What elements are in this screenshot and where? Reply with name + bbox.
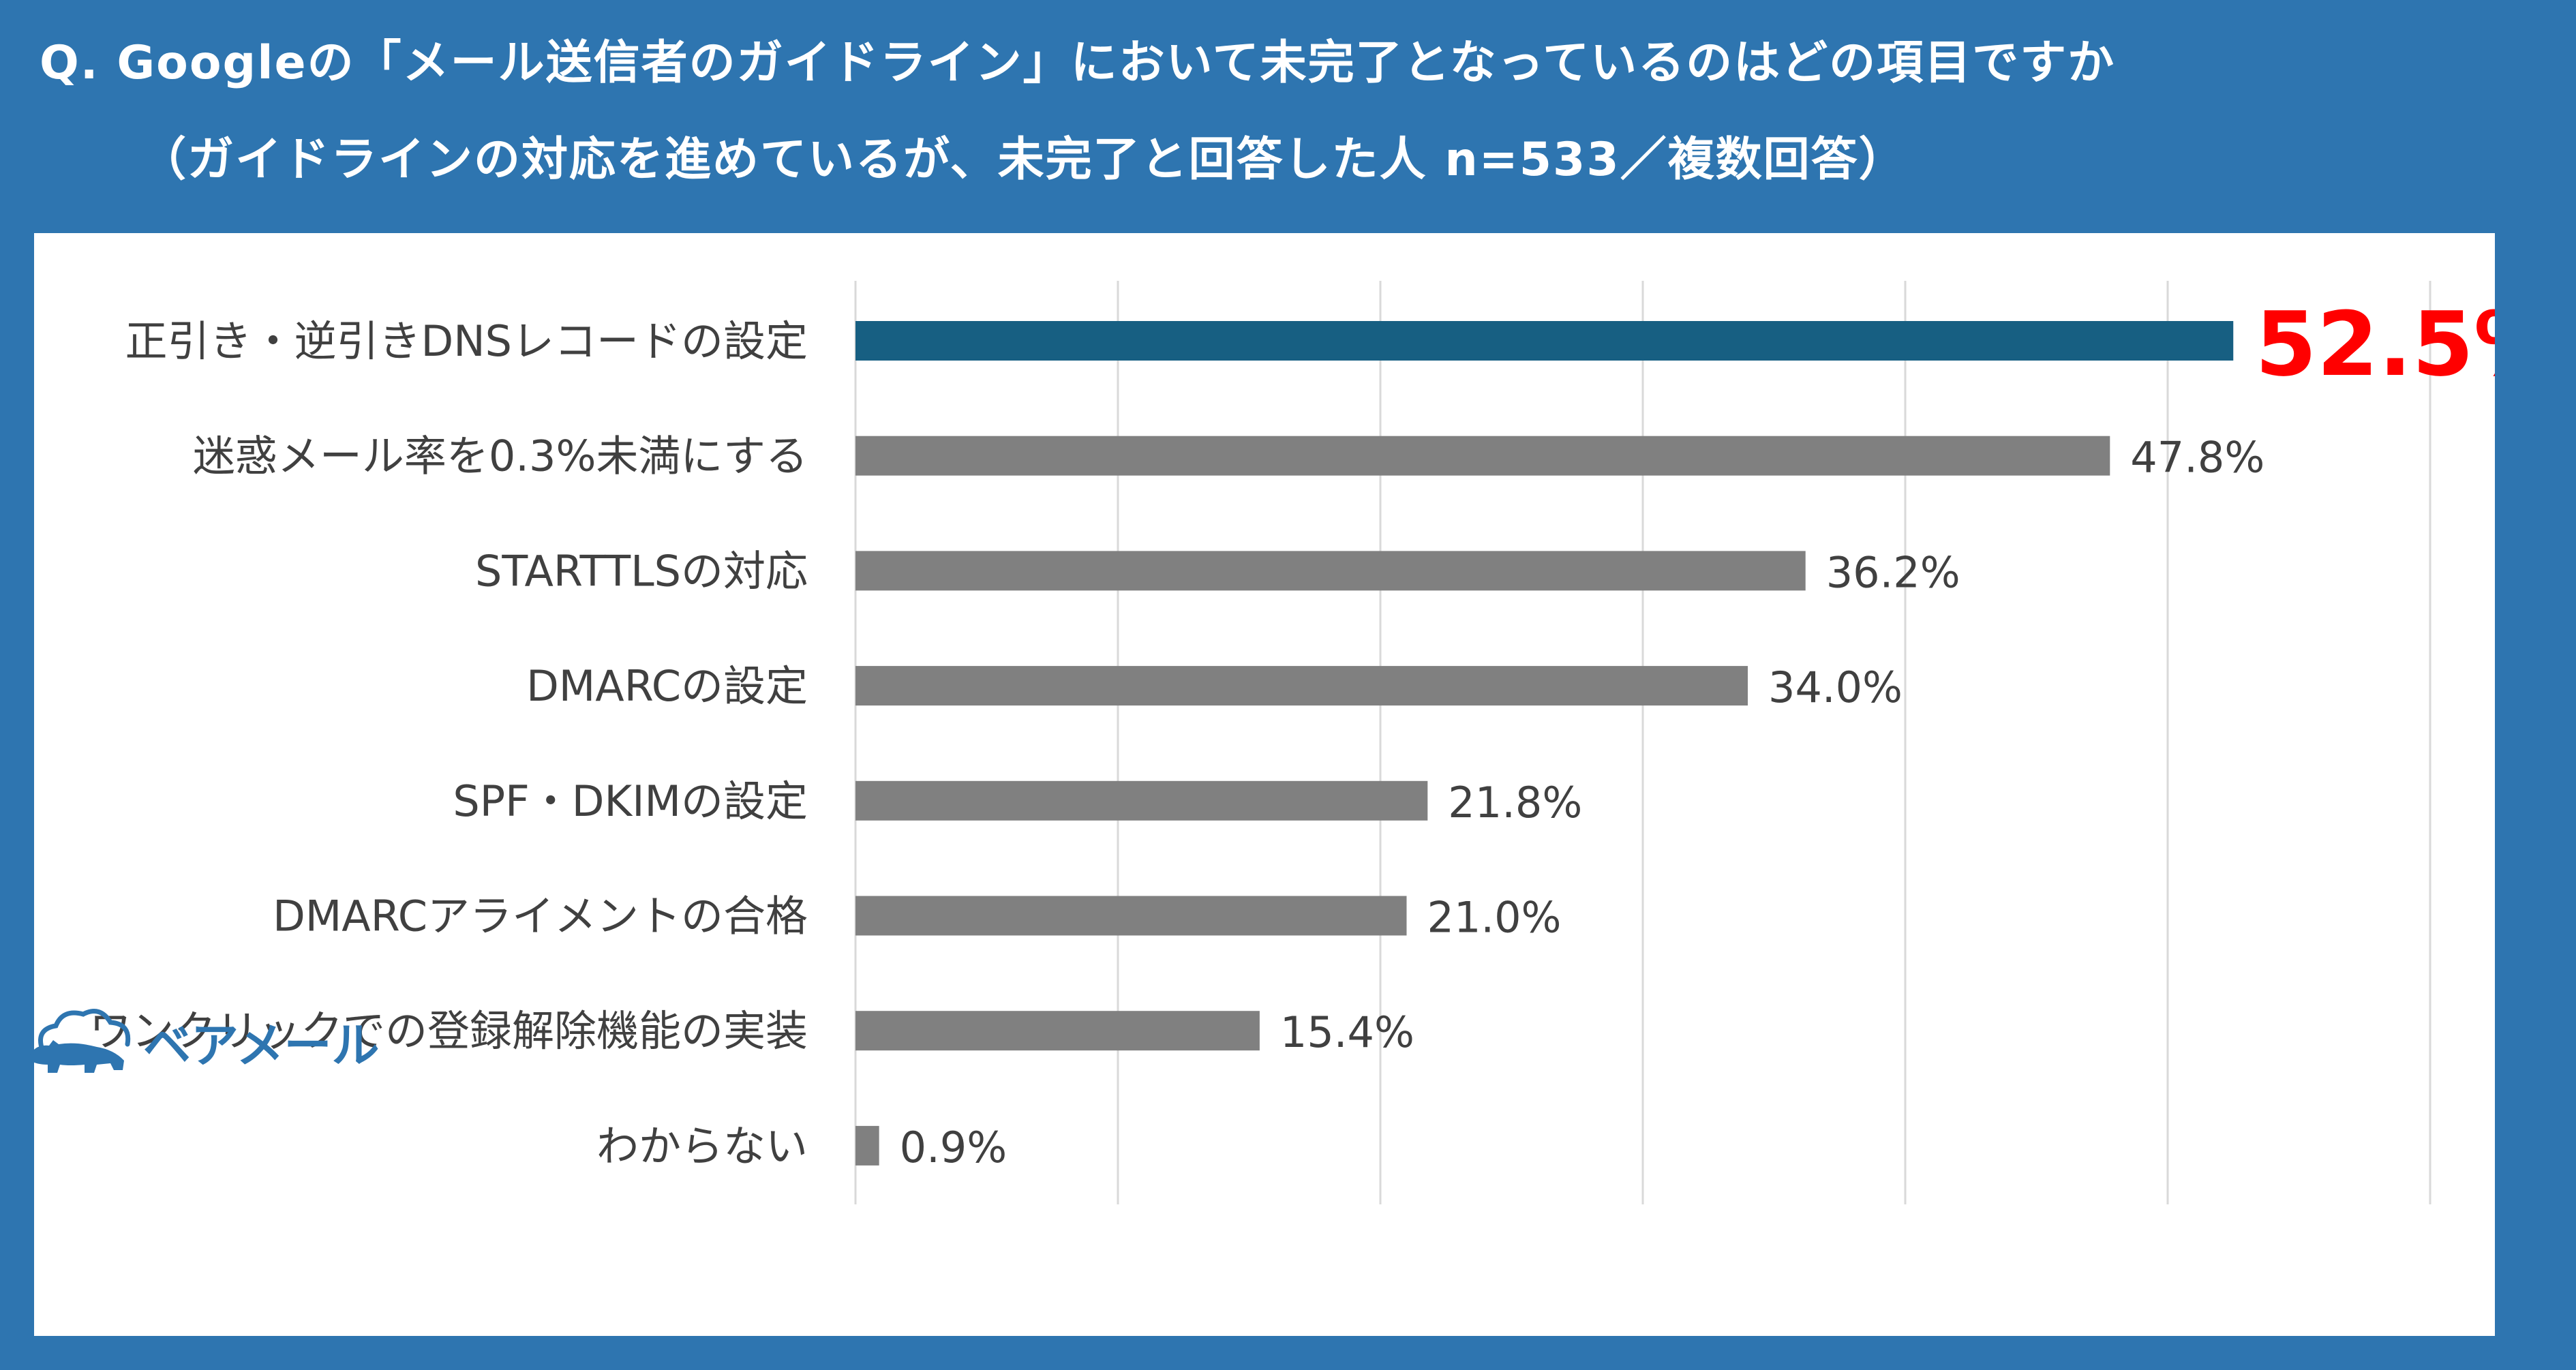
category-label: DMARCアライメントの合格 (273, 892, 808, 941)
category-label: DMARCの設定 (526, 661, 808, 711)
bar (855, 1011, 1260, 1051)
brand-name: ベアメール (143, 1018, 380, 1074)
category-label: SPF・DKIMの設定 (453, 776, 808, 826)
category-label: STARTTLSの対応 (475, 546, 808, 596)
chart-subtitle: （ガイドラインの対応を進めているが、未完了と回答した人 n=533／複数回答） (140, 133, 1907, 187)
chart-panel: 正引き・逆引きDNSレコードの設定 52.5% 迷惑メール率を0.3%未満にする 47… (34, 233, 2495, 1336)
bar (855, 551, 1806, 591)
data-label: 34.0% (1768, 663, 1903, 712)
bar (855, 896, 1407, 936)
bar (855, 780, 1428, 821)
category-label: 迷惑メール率を0.3%未満にする (193, 431, 808, 481)
bar-chart: 正引き・逆引きDNSレコードの設定 52.5% 迷惑メール率を0.3%未満にする 47… (89, 281, 2495, 1204)
category-label: 正引き・逆引きDNSレコードの設定 (125, 316, 808, 366)
data-label: 21.8% (1448, 778, 1582, 827)
data-label: 52.5% (2255, 292, 2495, 396)
chart-title: Q. Googleの「メール送信者のガイドライン」において未完了となっているのは… (40, 36, 2116, 90)
bar (855, 436, 2110, 476)
data-label: 15.4% (1280, 1007, 1414, 1057)
bar (855, 1125, 879, 1166)
data-label: 47.8% (2130, 433, 2264, 483)
bar (855, 666, 1748, 706)
category-label: ワンクリックでの登録解除機能の実装 (89, 1006, 808, 1056)
bear-cloud-icon (30, 1009, 131, 1073)
bar (855, 321, 2234, 361)
data-label: 36.2% (1826, 547, 1960, 597)
category-label: わからない (596, 1121, 808, 1171)
data-label: 0.9% (900, 1123, 1007, 1172)
data-label: 21.0% (1427, 893, 1562, 943)
